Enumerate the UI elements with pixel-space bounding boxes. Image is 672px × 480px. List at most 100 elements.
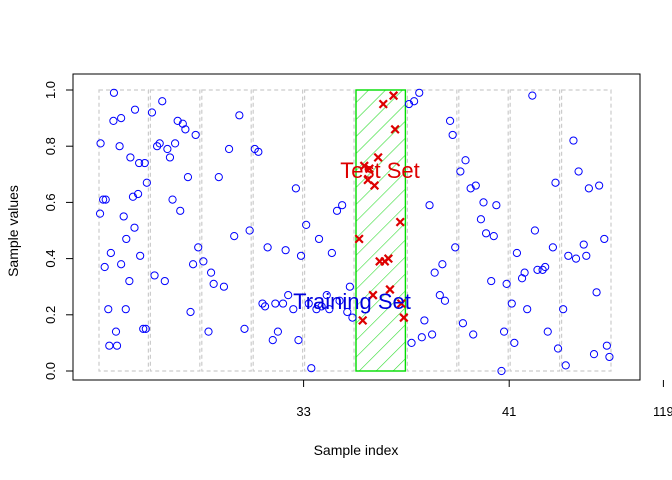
training-set-label: Training Set bbox=[293, 289, 411, 314]
data-point bbox=[553, 344, 563, 353]
data-point bbox=[235, 111, 244, 120]
data-point bbox=[284, 291, 293, 300]
data-point bbox=[304, 299, 313, 308]
data-point bbox=[451, 243, 460, 252]
data-point bbox=[119, 212, 128, 221]
data-point bbox=[348, 313, 357, 322]
data-point bbox=[254, 147, 263, 156]
data-point bbox=[512, 248, 522, 258]
data-point bbox=[178, 119, 187, 128]
data-point bbox=[584, 184, 593, 193]
data-point bbox=[101, 195, 110, 204]
plot-frame bbox=[72, 73, 641, 381]
data-point bbox=[317, 302, 326, 311]
data-point bbox=[548, 243, 557, 252]
data-point bbox=[160, 276, 169, 286]
data-point bbox=[543, 327, 552, 336]
data-point bbox=[469, 330, 478, 339]
data-point bbox=[448, 130, 457, 140]
data-point bbox=[589, 350, 599, 359]
data-point bbox=[420, 316, 429, 325]
data-point-x bbox=[390, 124, 400, 134]
data-point bbox=[150, 271, 159, 280]
data-point bbox=[445, 116, 455, 126]
data-point bbox=[600, 234, 609, 244]
axes: 0.0 0.2 0.4 0.6 0.8 1.0 33 41 119 bbox=[43, 73, 672, 419]
data-point-x bbox=[368, 290, 378, 300]
data-point bbox=[325, 305, 334, 314]
data-point bbox=[322, 291, 331, 300]
data-point bbox=[181, 125, 190, 134]
data-point bbox=[530, 226, 540, 235]
data-point bbox=[109, 88, 119, 97]
data-point bbox=[415, 88, 424, 97]
data-point bbox=[158, 97, 167, 106]
data-point bbox=[214, 173, 223, 182]
data-point-x bbox=[363, 175, 373, 185]
data-point bbox=[595, 181, 604, 190]
data-points bbox=[95, 88, 614, 376]
data-point bbox=[312, 305, 321, 314]
data-point-x bbox=[364, 164, 374, 174]
data-point bbox=[115, 142, 124, 151]
y-tick-label: 0.6 bbox=[43, 193, 58, 211]
data-point bbox=[263, 243, 272, 252]
data-point bbox=[99, 195, 108, 204]
data-point bbox=[314, 234, 324, 244]
data-point bbox=[125, 276, 134, 286]
data-point bbox=[502, 279, 511, 288]
x-tick-label: 33 bbox=[296, 404, 310, 419]
data-point bbox=[404, 99, 414, 109]
data-point bbox=[417, 333, 426, 342]
y-axis-label: Sample values bbox=[5, 185, 21, 277]
data-point bbox=[281, 246, 290, 255]
data-point bbox=[163, 144, 172, 154]
x-axis-label: Sample index bbox=[314, 442, 399, 458]
data-point bbox=[133, 189, 143, 199]
data-point bbox=[487, 276, 496, 286]
data-point bbox=[332, 206, 342, 215]
data-point-x bbox=[354, 234, 364, 244]
data-point bbox=[128, 192, 138, 201]
data-point-x bbox=[385, 284, 395, 295]
data-point bbox=[579, 240, 588, 249]
data-point bbox=[278, 299, 288, 308]
data-point-x bbox=[373, 152, 383, 163]
fold-box bbox=[560, 89, 612, 372]
fold-box bbox=[149, 89, 201, 372]
y-tick-label: 0.0 bbox=[43, 362, 58, 380]
y-tick-label: 0.4 bbox=[43, 250, 58, 268]
data-point bbox=[147, 108, 157, 117]
data-point bbox=[343, 307, 352, 317]
data-point bbox=[95, 209, 105, 218]
data-point bbox=[106, 248, 115, 258]
data-point bbox=[165, 153, 175, 162]
data-point bbox=[533, 265, 542, 274]
data-point bbox=[435, 291, 444, 300]
data-point bbox=[260, 302, 270, 311]
data-point bbox=[105, 341, 114, 350]
data-point bbox=[440, 296, 450, 305]
data-point bbox=[219, 282, 229, 291]
data-point bbox=[571, 254, 581, 263]
data-point bbox=[538, 265, 547, 274]
data-point bbox=[230, 232, 239, 241]
data-point bbox=[345, 282, 354, 291]
data-point bbox=[561, 361, 570, 370]
data-point bbox=[430, 268, 439, 277]
data-point bbox=[489, 232, 498, 241]
data-point bbox=[517, 274, 527, 283]
data-point bbox=[112, 341, 122, 350]
data-point bbox=[438, 260, 447, 269]
data-point bbox=[126, 153, 135, 162]
data-point bbox=[574, 167, 583, 176]
data-point bbox=[410, 97, 419, 106]
data-point bbox=[523, 305, 532, 314]
data-point bbox=[466, 184, 475, 193]
fold-box bbox=[304, 89, 355, 372]
data-point bbox=[335, 296, 344, 305]
data-point bbox=[135, 158, 144, 168]
data-point bbox=[100, 262, 109, 272]
data-point bbox=[191, 130, 200, 140]
